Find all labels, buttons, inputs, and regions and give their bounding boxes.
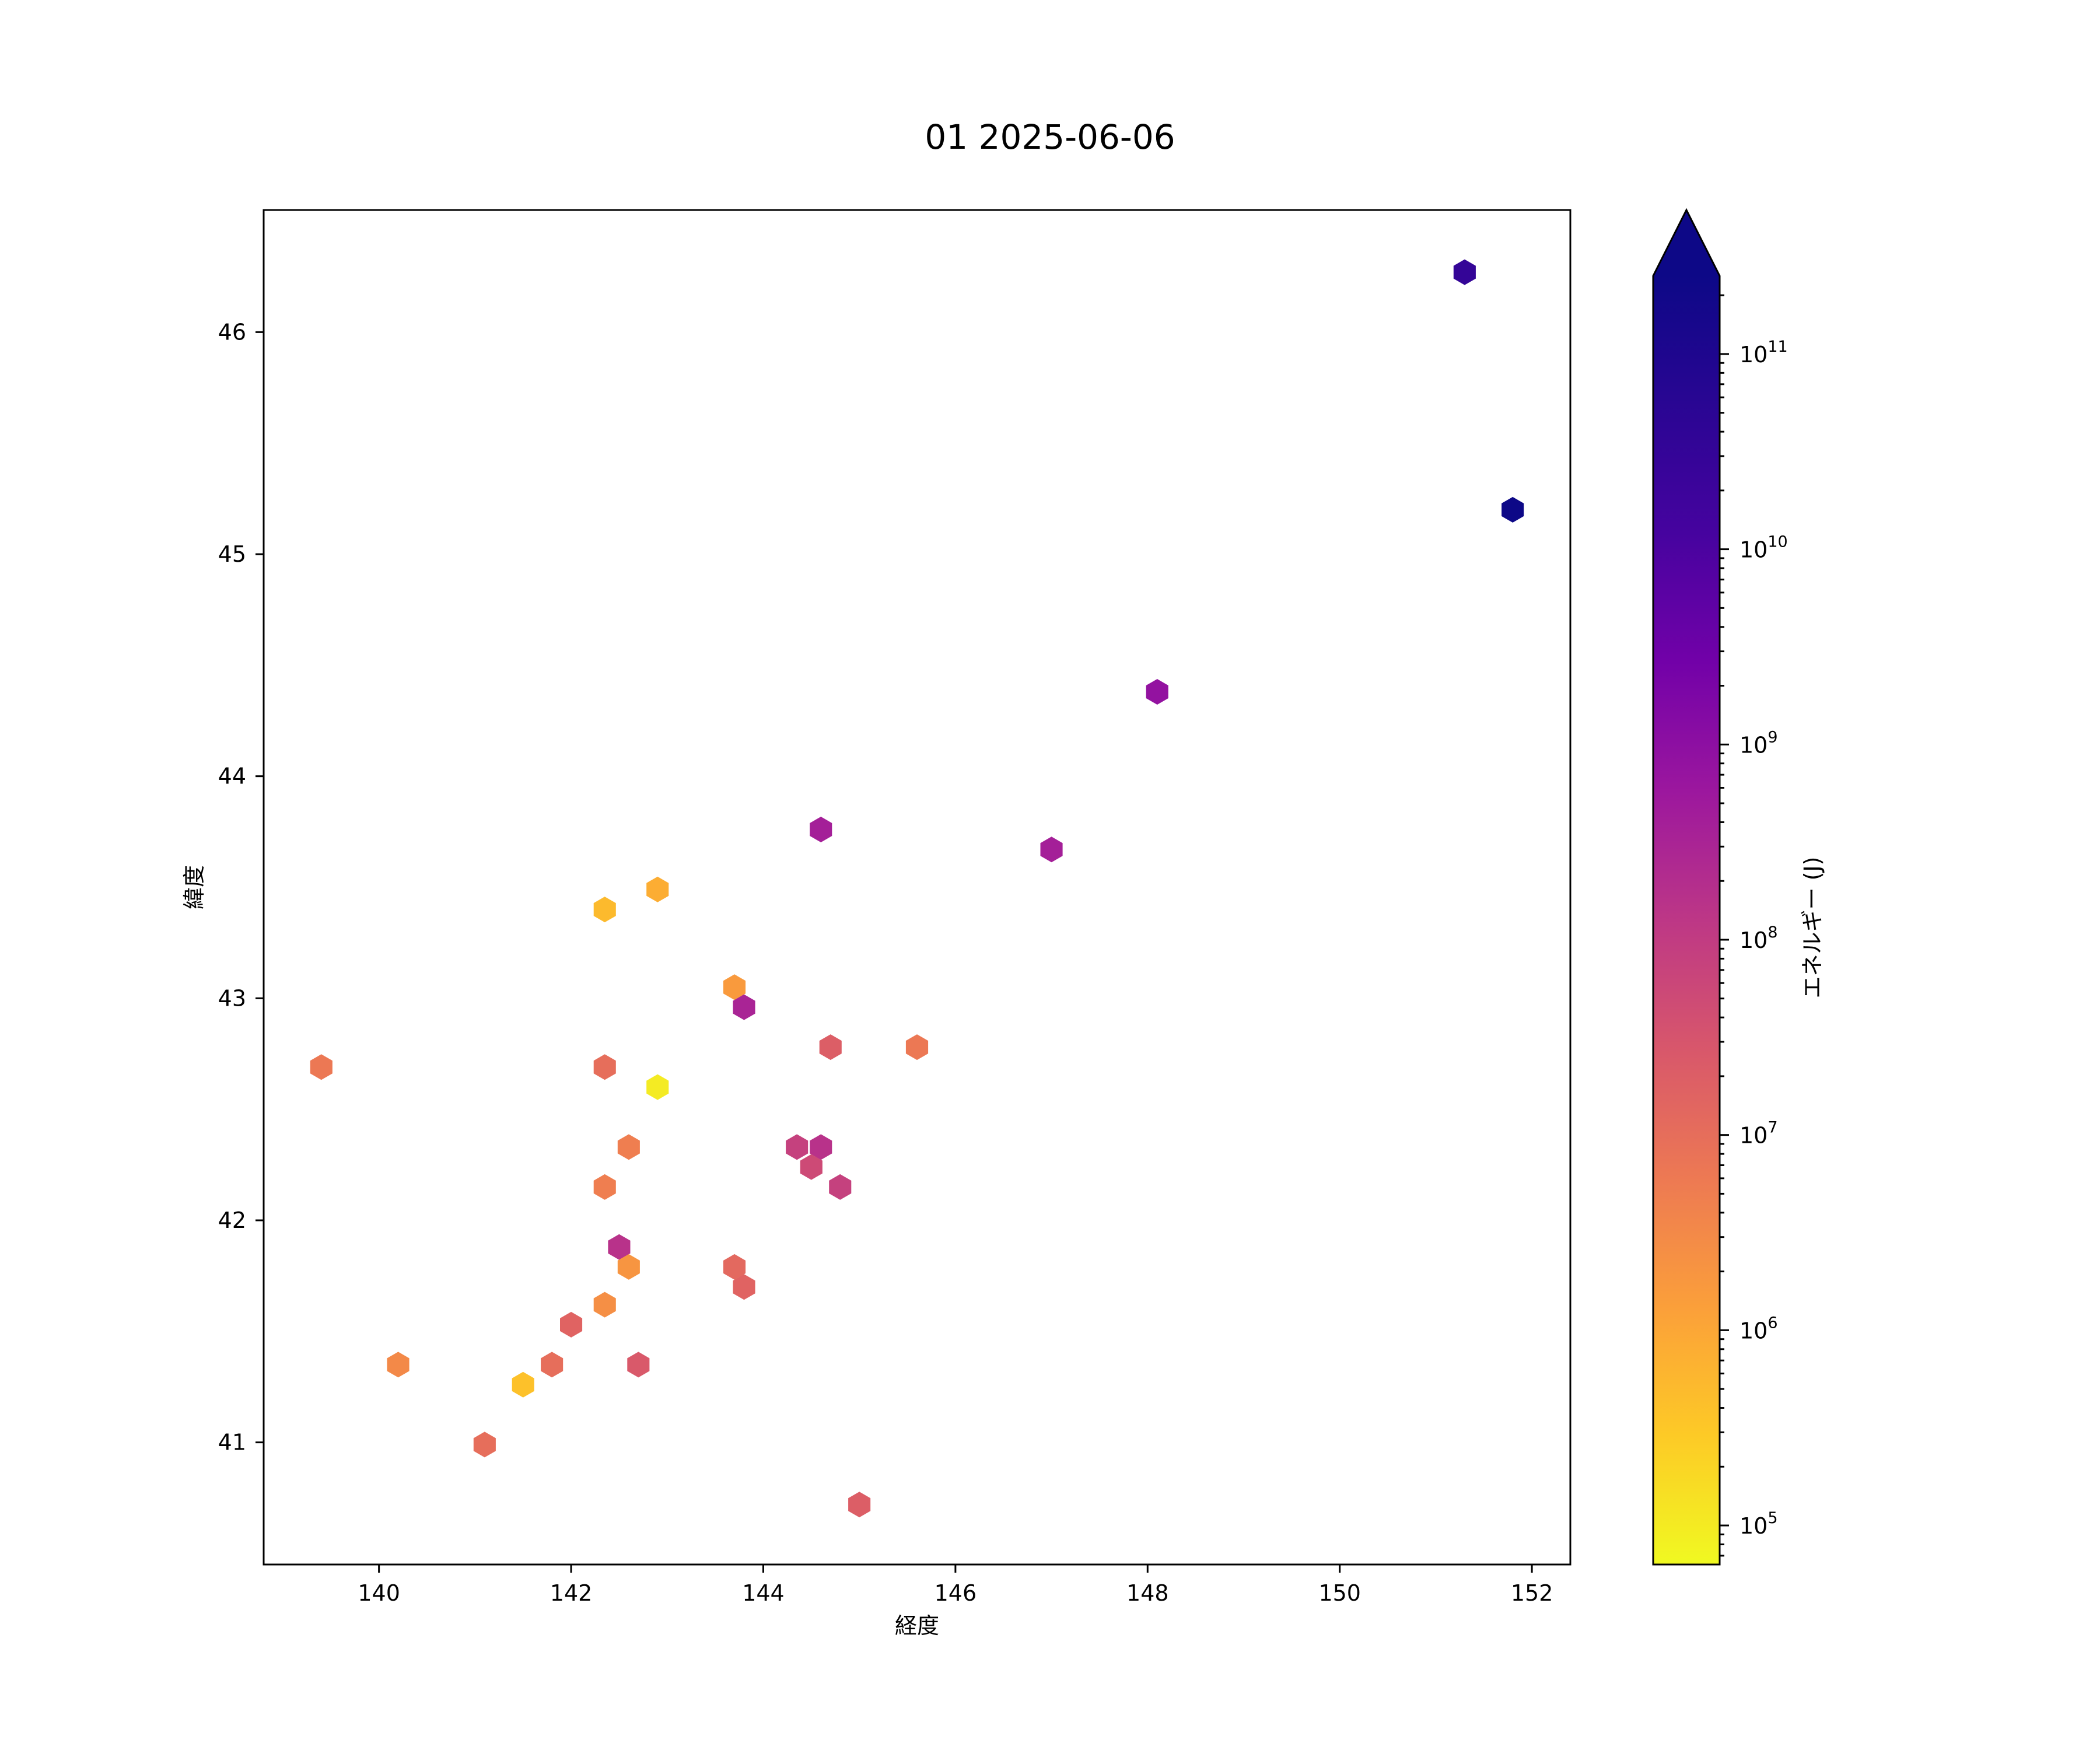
colorbar-outline bbox=[1652, 208, 1721, 1566]
colorbar-tick-label: 109 bbox=[1740, 728, 1778, 758]
hexbin-cell-17 bbox=[800, 1154, 822, 1180]
colorbar-gradient bbox=[1653, 276, 1720, 1564]
hexbin-cell-9 bbox=[819, 1034, 842, 1060]
x-tick-label: 144 bbox=[742, 1580, 785, 1606]
x-tick-label: 140 bbox=[358, 1580, 400, 1606]
hexbin-cell-14 bbox=[786, 1134, 808, 1160]
hexbin-cell-31 bbox=[848, 1492, 871, 1518]
hexbin-cell-11 bbox=[310, 1054, 332, 1080]
data-points bbox=[310, 259, 1524, 1518]
colorbar: 105 106 107 108 109 1010 1011 エネルギー (J) bbox=[1652, 208, 1825, 1566]
hexbin-cell-20 bbox=[608, 1234, 631, 1260]
hexbin-cell-13 bbox=[646, 1074, 669, 1100]
hexbin-cell-7 bbox=[723, 974, 746, 1000]
hexbin-cell-10 bbox=[905, 1034, 929, 1060]
colorbar-tick-label: 1011 bbox=[1740, 338, 1788, 368]
hexbin-cell-25 bbox=[560, 1311, 583, 1338]
colorbar-label: エネルギー (J) bbox=[1800, 857, 1825, 999]
y-axis-ticks: 41 42 43 44 45 46 bbox=[218, 319, 264, 1455]
x-tick-label: 148 bbox=[1126, 1580, 1169, 1606]
x-axis-ticks: 140 142 144 146 148 150 152 bbox=[358, 1564, 1553, 1606]
hexbin-cell-27 bbox=[541, 1352, 564, 1378]
chart-title: 01 2025-06-06 bbox=[925, 117, 1175, 157]
hexbin-cell-12 bbox=[593, 1054, 616, 1080]
hexbin-cell-5 bbox=[646, 876, 669, 902]
colorbar-tick-label: 1010 bbox=[1740, 533, 1788, 563]
y-tick-label: 41 bbox=[218, 1430, 246, 1455]
colorbar-tick-label: 107 bbox=[1740, 1119, 1778, 1149]
hexbin-cell-16 bbox=[617, 1134, 640, 1160]
hexbin-cell-18 bbox=[593, 1174, 616, 1200]
y-tick-label: 42 bbox=[218, 1208, 246, 1233]
hexbin-cell-2 bbox=[1146, 679, 1168, 705]
x-tick-label: 152 bbox=[1511, 1580, 1553, 1606]
x-tick-label: 142 bbox=[550, 1580, 593, 1606]
x-tick-label: 150 bbox=[1318, 1580, 1361, 1606]
y-tick-label: 46 bbox=[218, 319, 246, 345]
hexbin-cell-8 bbox=[733, 994, 755, 1020]
hexbin-cell-24 bbox=[593, 1292, 616, 1318]
hexbin-cell-1 bbox=[1502, 496, 1524, 523]
colorbar-tick-label: 105 bbox=[1740, 1509, 1778, 1539]
colorbar-tick-label: 106 bbox=[1740, 1314, 1778, 1343]
colorbar-ticks: 105 106 107 108 109 1010 1011 bbox=[1720, 294, 1788, 1557]
hexbin-cell-0 bbox=[1453, 259, 1476, 285]
hexbin-cell-19 bbox=[829, 1174, 852, 1200]
hexbin-cell-6 bbox=[593, 897, 616, 923]
y-tick-label: 44 bbox=[218, 764, 246, 789]
hexbin-cell-29 bbox=[512, 1371, 534, 1398]
y-axis-label: 緯度 bbox=[181, 865, 207, 909]
hexbin-cell-4 bbox=[1040, 836, 1063, 863]
hexbin-cell-22 bbox=[723, 1254, 746, 1280]
hexbin-cell-28 bbox=[627, 1352, 650, 1378]
x-axis-label: 経度 bbox=[895, 1613, 939, 1639]
plot-frame bbox=[262, 209, 1572, 1566]
hexbin-cell-23 bbox=[733, 1274, 755, 1300]
colorbar-extend-arrow bbox=[1653, 210, 1720, 276]
y-tick-label: 43 bbox=[218, 985, 246, 1011]
hexbin-cell-26 bbox=[387, 1352, 410, 1378]
hexbin-cell-21 bbox=[617, 1254, 640, 1280]
hexbin-cell-15 bbox=[810, 1134, 832, 1160]
hexbin-cell-30 bbox=[473, 1432, 496, 1458]
x-tick-label: 146 bbox=[935, 1580, 977, 1606]
y-tick-label: 45 bbox=[218, 541, 246, 567]
colorbar-tick-label: 108 bbox=[1740, 923, 1778, 953]
hexbin-cell-3 bbox=[810, 817, 832, 842]
